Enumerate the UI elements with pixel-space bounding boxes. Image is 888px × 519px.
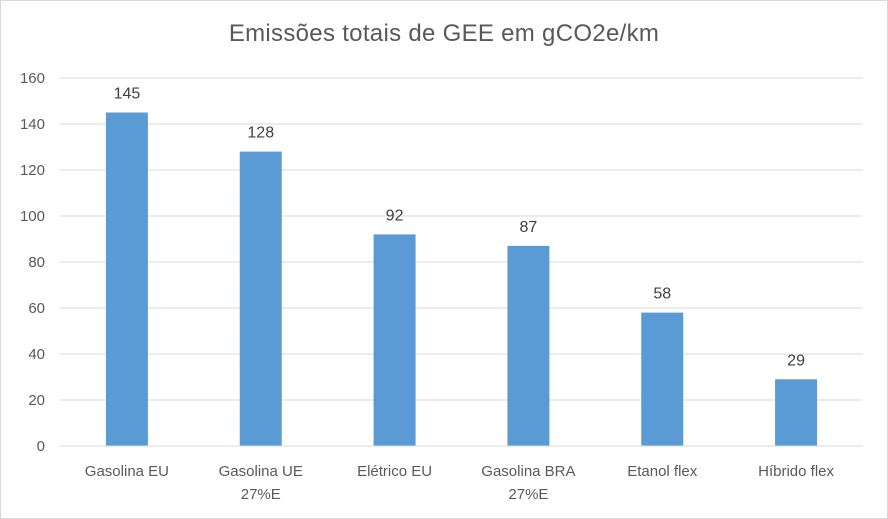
y-tick-label: 140 (20, 116, 45, 133)
data-labels: 145 128 92 87 58 29 (114, 86, 806, 370)
chart-title: Emissões totais de GEE em gCO2e/km (228, 20, 660, 47)
y-tick-label: 100 (20, 208, 45, 225)
bar (373, 234, 416, 446)
bars (105, 112, 818, 446)
x-axis-labels: Gasolina EU Gasolina UE 27%E Elétrico EU Gas… (85, 463, 835, 503)
y-tick-label: 40 (28, 346, 45, 363)
data-label: 29 (787, 352, 805, 369)
x-category-label: Gasolina BRA (481, 463, 575, 480)
y-tick-label: 60 (28, 300, 45, 317)
x-category-label: Gasolina EU (85, 463, 169, 480)
x-category-label: Híbrido flex (758, 463, 834, 480)
data-label: 92 (386, 207, 404, 224)
x-category-label: Etanol flex (627, 463, 698, 480)
gridlines (60, 77, 863, 401)
x-category-label: 27%E (508, 486, 548, 503)
data-label: 87 (520, 219, 538, 236)
bar (641, 312, 684, 446)
bar (775, 379, 818, 446)
bar (507, 245, 550, 446)
y-tick-label: 160 (20, 70, 45, 87)
y-axis-ticks: 0 20 40 60 80 100 120 140 160 (20, 70, 45, 455)
x-category-label: 27%E (241, 486, 281, 503)
x-category-label: Gasolina UE (219, 463, 303, 480)
data-label: 128 (247, 125, 274, 142)
data-label: 58 (653, 286, 671, 303)
y-tick-label: 80 (28, 254, 45, 271)
y-tick-label: 0 (37, 438, 45, 455)
bar (239, 151, 282, 446)
y-tick-label: 120 (20, 162, 45, 179)
y-tick-label: 20 (28, 392, 45, 409)
bar (105, 112, 148, 446)
data-label: 145 (114, 86, 141, 103)
x-category-label: Elétrico EU (357, 463, 432, 480)
